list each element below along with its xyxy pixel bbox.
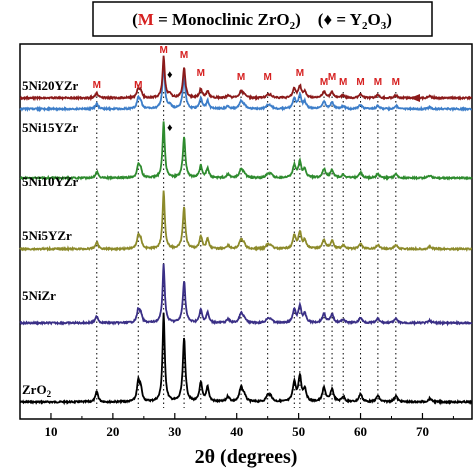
series-label-main: 5Ni5YZr bbox=[22, 228, 72, 243]
series-line-5Ni20YZr bbox=[19, 55, 473, 102]
series-label-main: 5Ni20YZr bbox=[22, 78, 79, 93]
series-label-main: 5NiZr bbox=[22, 288, 56, 303]
top-trace-arrow bbox=[410, 94, 420, 102]
y2o3-marker-5Ni20YZr: ♦ bbox=[167, 122, 173, 134]
monoclinic-marker: M bbox=[392, 77, 400, 88]
series-label-main: 5Ni10YZr bbox=[22, 174, 79, 189]
monoclinic-marker: M bbox=[296, 68, 304, 79]
x-tick-label: 10 bbox=[44, 424, 57, 439]
series-label-5Ni20YZr: 5Ni20YZr bbox=[22, 78, 79, 93]
monoclinic-marker: M bbox=[374, 77, 382, 88]
monoclinic-marker: M bbox=[237, 72, 245, 83]
legend-m-sub: 2 bbox=[290, 20, 296, 32]
series-label-5NiZr: 5NiZr bbox=[22, 288, 56, 303]
monoclinic-marker: M bbox=[134, 80, 142, 91]
reference-lines bbox=[96, 92, 397, 408]
x-tick-label: 60 bbox=[354, 424, 367, 439]
x-tick-label: 40 bbox=[230, 424, 243, 439]
legend-m-letter: M bbox=[138, 10, 154, 29]
legend: (M = Monoclinic ZrO2) (♦ = Y2O3) bbox=[92, 1, 433, 37]
monoclinic-marker: M bbox=[180, 50, 188, 61]
legend-y-sub1: 2 bbox=[362, 20, 368, 32]
x-tick-label: 20 bbox=[106, 424, 119, 439]
monoclinic-marker: M bbox=[197, 68, 205, 79]
plot-frame bbox=[19, 43, 473, 420]
y2o3-marker-5Ni15YZr: ♦ bbox=[167, 69, 173, 81]
series-label-5Ni10YZr: 5Ni10YZr bbox=[22, 174, 79, 189]
monoclinic-marker: M bbox=[159, 45, 167, 56]
series-label-main: ZrO bbox=[22, 382, 47, 397]
legend-close-paren: ) bbox=[295, 10, 301, 29]
legend-y-sub2: 3 bbox=[381, 20, 387, 32]
x-axis: 10 20 30 40 50 60 70 bbox=[19, 413, 454, 439]
peak-markers: M MM MM M M MM M M M M M♦♦ bbox=[93, 45, 400, 134]
x-axis-title: 2θ (degrees) bbox=[195, 446, 298, 468]
monoclinic-marker: M bbox=[356, 77, 364, 88]
traces bbox=[19, 55, 473, 406]
monoclinic-marker: M bbox=[93, 80, 101, 91]
series-label-5Ni5YZr: 5Ni5YZr bbox=[22, 228, 72, 243]
legend-diamond: ♦ bbox=[323, 10, 332, 29]
series-label-5Ni15YZr: 5Ni15YZr bbox=[22, 120, 79, 135]
legend-text: (M = Monoclinic ZrO2) (♦ = Y2O3) bbox=[132, 10, 392, 32]
series-line-ZrO2 bbox=[19, 312, 473, 406]
legend-o-text: O bbox=[367, 10, 380, 29]
series-label-sub: 2 bbox=[47, 389, 52, 399]
series-line-5Ni10YZr bbox=[19, 121, 473, 182]
legend-open-paren: ( bbox=[132, 10, 138, 29]
series-label-main: 5Ni15YZr bbox=[22, 120, 79, 135]
monoclinic-marker: M bbox=[263, 72, 271, 83]
legend-space: ( bbox=[301, 10, 324, 29]
legend-m-text: = Monoclinic ZrO bbox=[154, 10, 290, 29]
series-labels: ZrO2 5NiZr 5Ni5YZr 5Ni10YZr 5Ni15YZr 5Ni20YZr bbox=[22, 78, 79, 399]
x-tick-label: 50 bbox=[292, 424, 305, 439]
x-tick-label: 30 bbox=[168, 424, 181, 439]
x-tick-label: 70 bbox=[416, 424, 429, 439]
legend-close-paren-2: ) bbox=[386, 10, 392, 29]
legend-y-text: = Y bbox=[332, 10, 362, 29]
series-line-5Ni15YZr bbox=[19, 61, 472, 113]
monoclinic-marker: M bbox=[320, 77, 328, 88]
series-line-5Ni5YZr bbox=[19, 190, 473, 252]
series-label-ZrO2: ZrO2 bbox=[22, 382, 52, 399]
monoclinic-marker: M bbox=[328, 72, 336, 83]
series-line-5NiZr bbox=[19, 263, 473, 327]
monoclinic-marker: M bbox=[339, 77, 347, 88]
legend-box bbox=[92, 1, 433, 37]
